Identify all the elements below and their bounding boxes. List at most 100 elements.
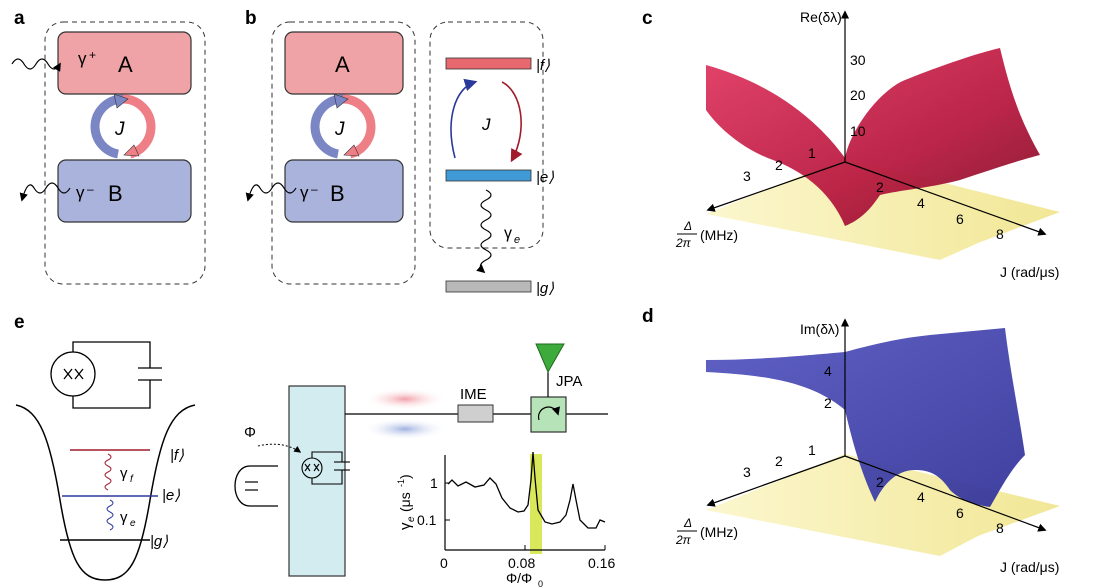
inset-ylabel: γ e (μs -1 ) xyxy=(396,474,417,530)
jpa-label: JPA xyxy=(556,373,582,390)
gamma-e-sub-e: e xyxy=(130,518,136,529)
coupling-arrowhead-red-b xyxy=(343,144,360,157)
z-axis-label-c: Re(δλ) xyxy=(800,9,842,25)
inset-ytick-label-0: 1 xyxy=(430,475,438,491)
level-g-label-b: |g⟩ xyxy=(536,280,554,297)
inset-xtick-label-2: 0.16 xyxy=(588,555,615,571)
panel-c: c Re(δλ) 30 20 10 3 2 1 2 4 6 8 Δ 2π (MH… xyxy=(642,8,1060,280)
z-tick-c-0: 30 xyxy=(850,52,866,68)
j-tick-c-1: 4 xyxy=(917,195,925,211)
decay-wave-e xyxy=(106,499,114,531)
ime-label: IME xyxy=(460,386,487,403)
coupling-label-a: J xyxy=(114,119,125,140)
level-e-label-e: |e⟩ xyxy=(162,487,180,504)
coupling-arrow-red-b xyxy=(342,94,376,159)
gamma-minus-label: γ xyxy=(76,183,85,202)
coupling-arrowhead-blue-b xyxy=(333,93,349,109)
gamma-plus-label: γ xyxy=(78,49,87,68)
level-f-bar xyxy=(445,57,532,70)
mode-b-label: B xyxy=(108,181,123,206)
surface-yellow-d xyxy=(706,454,1060,556)
decay-label: γ xyxy=(504,225,512,242)
level-f-label-e: |f⟩ xyxy=(170,447,184,464)
flux-loop xyxy=(234,465,278,507)
subsystem-boundary-b-modes xyxy=(271,21,416,285)
z-tick-d-1: 2 xyxy=(824,395,832,411)
potential-well xyxy=(15,404,196,581)
incoming-photon-wave xyxy=(11,58,61,72)
mode-b-label-b: B xyxy=(330,181,345,206)
mode-a-label-b: A xyxy=(335,52,350,77)
j-tick-d-3: 8 xyxy=(996,520,1004,536)
delta-axis-c xyxy=(706,161,846,212)
transition-arrow-up xyxy=(450,78,478,159)
inset-ylabel-close: ) xyxy=(397,474,413,479)
outgoing-photon-wave-b xyxy=(245,182,297,202)
inset-highlight-band xyxy=(530,454,542,554)
delta-tick-c-1: 2 xyxy=(775,157,783,173)
delta-tick-d-2: 1 xyxy=(808,442,816,458)
delta-axis-unit-d: (MHz) xyxy=(700,524,738,540)
transition-arrow-down xyxy=(501,81,523,163)
decay-wave xyxy=(476,189,492,274)
j-tick-c-0: 2 xyxy=(876,179,884,195)
subsystem-boundary-b-levels xyxy=(429,21,544,249)
z-tick-d-0: 4 xyxy=(824,363,832,379)
inset-plot: 1 0.1 0 0.08 0.16 γ e (μs -1 ) Φ/Φ 0 xyxy=(396,451,615,587)
j-tick-d-2: 6 xyxy=(956,505,964,521)
level-e-label-b: |e⟩ xyxy=(536,169,554,186)
level-g-bar xyxy=(445,280,532,293)
delta-axis-den-d: 2π xyxy=(675,533,692,547)
gamma-minus-sign-b: – xyxy=(311,182,318,196)
level-g-label-e: |g⟩ xyxy=(150,533,168,550)
gamma-minus-sign: – xyxy=(87,182,94,196)
coupling-arrow-blue-b xyxy=(310,94,344,159)
inset-xlabel: Φ/Φ xyxy=(506,570,532,586)
inset-ylabel-unit: (μs xyxy=(397,492,413,512)
j-tick-c-2: 6 xyxy=(956,211,964,227)
gamma-f-label: γ xyxy=(120,465,128,482)
signal-glow-blue xyxy=(363,418,447,440)
delta-tick-c-2: 1 xyxy=(808,145,816,161)
j-tick-d-0: 2 xyxy=(876,474,884,490)
inset-xlabel-sub: 0 xyxy=(538,579,543,587)
circulator-arrow-icon xyxy=(537,406,560,421)
z-tick-c-1: 20 xyxy=(850,87,866,103)
delta-axis-d xyxy=(706,455,846,507)
sample-chip xyxy=(288,385,346,577)
delta-axis-den-c: 2π xyxy=(675,236,692,250)
delta-tick-c-0: 3 xyxy=(743,168,751,184)
signal-glow-red xyxy=(363,388,447,410)
inset-data-curve xyxy=(447,451,606,529)
j-axis-c xyxy=(844,161,1047,236)
gamma-minus-label-b: γ xyxy=(300,183,309,202)
delta-tick-d-0: 3 xyxy=(743,464,751,480)
coupling-arrowhead-blue xyxy=(113,93,129,109)
j-axis-label-c: J (rad/μs) xyxy=(1000,264,1059,280)
flux-arrow xyxy=(257,443,302,453)
coupling-arrowhead-red xyxy=(123,144,140,157)
panel-e: e |f⟩ |e⟩ |g⟩ γ f γ e Φ xyxy=(14,312,615,587)
coupling-arrow-blue xyxy=(90,94,124,159)
panel-b: b A J γ – B |f⟩ |e⟩ J γ e |g⟩ xyxy=(245,8,554,297)
delta-axis-num-d: Δ xyxy=(683,516,692,530)
coupling-arrow-red xyxy=(122,94,156,159)
decay-wave-f xyxy=(104,453,112,491)
z-tick-c-2: 10 xyxy=(850,123,866,139)
z-axis-label-d: Im(δλ) xyxy=(800,321,839,337)
delta-tick-d-1: 2 xyxy=(775,453,783,469)
jpa-amplifier-icon xyxy=(535,343,565,374)
level-e-bar xyxy=(445,169,532,182)
gamma-plus-sign: + xyxy=(89,48,96,62)
subsystem-boundary-a xyxy=(44,21,206,285)
j-axis-d xyxy=(844,455,1047,532)
outgoing-photon-wave-a xyxy=(19,182,71,202)
mode-a-label: A xyxy=(118,52,133,77)
delta-axis-unit-c: (MHz) xyxy=(700,227,738,243)
panel-letter-d: d xyxy=(642,306,654,327)
inset-ylabel-exp: -1 xyxy=(396,479,406,487)
panel-a: a γ + A J γ – B xyxy=(11,8,206,285)
surface-yellow-c xyxy=(706,158,1060,260)
inset-xtick-label-1: 0.08 xyxy=(508,555,535,571)
